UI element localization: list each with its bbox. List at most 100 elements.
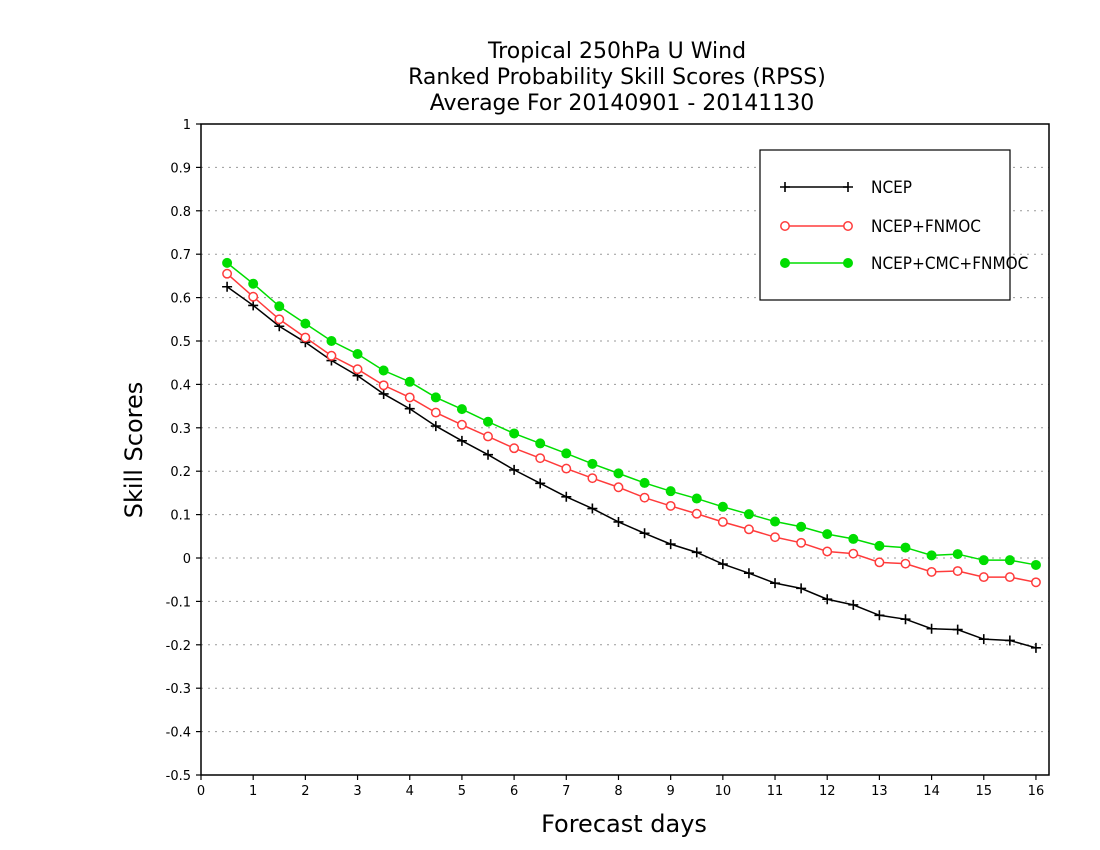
y-tick-label: -0.2 <box>166 639 191 654</box>
data-point <box>665 500 676 511</box>
data-point <box>613 516 624 527</box>
legend-entry: NCEP+FNMOC <box>780 217 981 237</box>
y-tick-label: 0.6 <box>170 292 191 307</box>
data-point <box>587 503 598 514</box>
data-point <box>352 349 363 360</box>
x-tick-label: 1 <box>249 784 257 799</box>
data-point <box>378 365 389 376</box>
data-point <box>665 539 676 550</box>
data-point <box>613 482 624 493</box>
legend-entry: NCEP+CMC+FNMOC <box>780 254 1028 274</box>
data-point <box>404 392 415 403</box>
x-tick-label: 13 <box>871 784 888 799</box>
data-point <box>1004 572 1015 583</box>
data-point <box>535 478 546 489</box>
data-point <box>430 421 441 432</box>
data-point <box>900 614 911 625</box>
x-tick-label: 0 <box>197 784 205 799</box>
legend-label: NCEP+FNMOC <box>871 217 981 237</box>
data-point <box>456 404 467 415</box>
data-point <box>222 257 233 268</box>
x-tick-label: 5 <box>458 784 466 799</box>
data-point <box>561 448 572 459</box>
data-point <box>1031 577 1041 588</box>
y-tick-label: 0.9 <box>170 161 191 176</box>
data-point <box>1030 559 1041 570</box>
x-tick-label: 12 <box>819 784 836 799</box>
data-point <box>483 431 493 442</box>
data-point <box>717 501 728 512</box>
data-point <box>561 491 572 502</box>
data-point <box>952 624 963 635</box>
data-point <box>483 416 494 427</box>
legend-marker <box>843 258 853 268</box>
title-line-3: Average For 20140901 - 20141130 <box>430 91 815 116</box>
data-point <box>822 546 833 557</box>
data-point <box>848 533 859 544</box>
x-tick-label: 15 <box>975 784 992 799</box>
data-point <box>926 550 937 561</box>
data-point <box>222 268 233 279</box>
data-point <box>665 486 676 497</box>
data-point <box>796 583 807 594</box>
axis-ticks: -0.5 -0.4 -0.3 -0.2 -0.1 0 0.1 0.2 0.3 0.4 0.5 0.6 0… <box>166 118 1045 799</box>
data-point <box>639 528 650 539</box>
data-point <box>326 336 337 346</box>
data-point <box>978 572 989 583</box>
data-point <box>743 524 754 535</box>
data-point <box>352 364 363 375</box>
legend: NCEP NCEP+FNMOC NCEP+CMC+FNMOC <box>759 149 1028 301</box>
series-line <box>226 262 1037 566</box>
data-series <box>222 257 1041 653</box>
data-point <box>587 473 598 484</box>
legend-box <box>759 149 1011 301</box>
x-tick-label: 6 <box>510 784 518 799</box>
data-point <box>509 443 520 454</box>
y-tick-label: 0 <box>183 552 191 567</box>
data-point <box>509 464 520 475</box>
data-point <box>378 388 389 399</box>
data-point <box>404 376 415 387</box>
data-point <box>248 300 259 311</box>
legend-label: NCEP <box>871 178 912 198</box>
data-point <box>1004 635 1015 646</box>
data-point <box>796 521 807 532</box>
data-point <box>483 449 494 460</box>
data-point <box>613 468 624 479</box>
y-tick-label: -0.3 <box>166 682 191 697</box>
data-point <box>274 314 285 325</box>
series-ncep-cmc-fnmoc <box>222 257 1041 570</box>
x-tick-label: 3 <box>353 784 361 799</box>
y-tick-label: 0.5 <box>170 335 191 350</box>
data-point <box>248 278 259 289</box>
legend-marker <box>780 258 790 268</box>
data-point <box>952 549 963 560</box>
data-point <box>822 594 833 605</box>
x-tick-label: 9 <box>667 784 675 799</box>
x-tick-label: 8 <box>614 784 622 799</box>
data-point <box>978 555 989 566</box>
x-tick-label: 10 <box>715 784 732 799</box>
data-point <box>691 547 702 558</box>
title-line-2: Ranked Probability Skill Scores (RPSS) <box>408 65 826 90</box>
data-point <box>691 508 702 519</box>
legend-marker <box>843 221 853 231</box>
x-axis-label: Forecast days <box>541 810 707 838</box>
y-axis-label: Skill Scores <box>120 382 148 519</box>
data-point <box>300 332 311 343</box>
series-ncep-fnmoc <box>222 268 1041 588</box>
data-point <box>900 542 911 553</box>
y-tick-label: 0.1 <box>170 509 191 524</box>
legend-marker <box>780 182 790 192</box>
data-point <box>456 435 467 446</box>
data-point <box>456 419 467 430</box>
data-point <box>535 438 546 449</box>
data-point <box>926 623 937 634</box>
data-point <box>848 548 859 559</box>
title-line-1: Tropical 250hPa U Wind <box>487 39 746 64</box>
data-point <box>639 477 650 488</box>
data-point <box>770 532 780 543</box>
data-point <box>378 380 389 391</box>
data-point <box>978 634 989 645</box>
legend-entry: NCEP <box>780 178 912 198</box>
